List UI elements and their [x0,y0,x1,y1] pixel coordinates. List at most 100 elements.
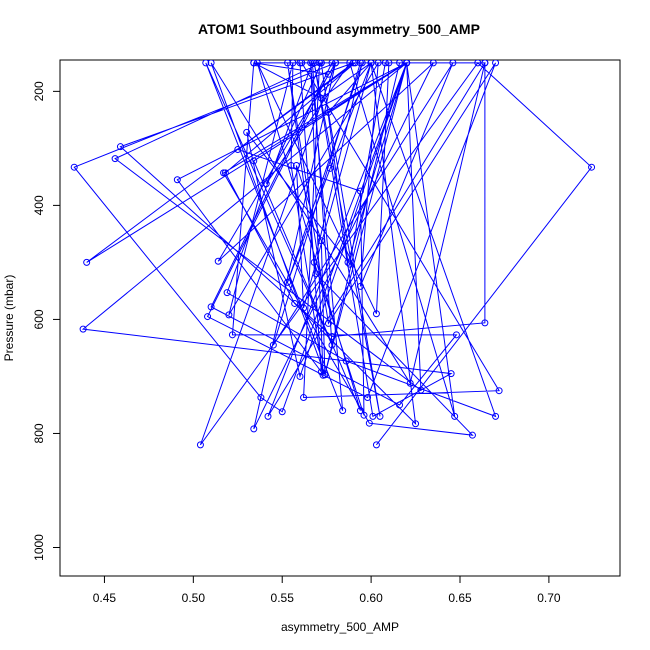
data-point [492,60,500,67]
plot-area [70,60,596,449]
data-point [364,394,372,402]
data-point [173,176,181,184]
data-point [324,70,332,78]
x-tick-label: 0.55 [271,591,295,605]
data-point [284,60,292,67]
data-point [356,282,364,290]
data-point [300,304,308,312]
data-point [79,325,87,333]
y-axis-label: Pressure (mbar) [2,275,16,362]
data-point [202,60,210,67]
data-point [269,341,277,349]
data-point [381,60,389,67]
data-point [300,394,308,402]
y-tick-label: 800 [32,423,46,443]
data-point [417,386,425,394]
data-point [468,431,476,439]
data-point [312,270,320,278]
data-point [111,155,119,163]
data-point [372,441,380,449]
data-point [372,310,380,318]
data-point [310,258,318,266]
data-point [324,108,332,116]
x-tick-label: 0.65 [448,591,472,605]
data-point [292,161,300,169]
data-point [214,257,222,265]
y-tick-label: 600 [32,309,46,329]
data-point [328,341,336,349]
data-point [342,357,350,365]
data-point [449,60,457,67]
data-point [374,60,382,67]
data-point [220,169,228,177]
data-point [317,237,325,245]
data-point [116,143,124,151]
data-point [396,60,404,67]
data-point [250,157,258,165]
data-point [356,60,364,67]
chart-title: ATOM1 Southbound asymmetry_500_AMP [198,21,480,37]
data-point [83,258,91,266]
data-point [291,299,299,307]
series-0 [70,60,596,449]
data-point [385,60,393,67]
y-axis: 200 400 600 800 1000 [32,81,60,561]
data-point [253,60,261,67]
data-point [257,394,265,402]
data-point [228,331,236,339]
x-axis-label: asymmetry_500_AMP [281,620,399,634]
data-point [298,60,306,67]
data-point [296,372,304,380]
data-point [324,319,332,327]
data-point [328,333,336,341]
data-point [264,412,272,420]
data-point [204,313,212,321]
data-point [339,407,347,415]
data-point [344,258,352,266]
y-tick-label: 200 [32,81,46,101]
x-axis: 0.45 0.50 0.55 0.60 0.65 0.70 [93,576,561,605]
data-point [223,289,231,297]
data-point [412,420,420,428]
data-point [328,60,336,67]
data-point [588,163,596,171]
data-point [225,311,233,319]
data-point [403,60,411,67]
data-point [316,60,324,67]
data-point [250,425,258,433]
data-point [429,60,437,67]
data-point [332,60,340,67]
y-tick-label: 1000 [32,534,46,561]
data-point [351,60,359,67]
data-point [474,60,482,67]
data-point [365,419,373,427]
data-point [326,164,334,172]
y-tick-label: 400 [32,195,46,215]
data-point [250,60,258,67]
plot-frame [59,59,621,577]
data-point [369,412,377,420]
data-point [207,303,215,311]
data-point [367,60,375,67]
data-point [481,60,489,67]
data-point [319,371,327,379]
data-point [287,161,295,169]
data-point [278,408,286,416]
data-point [196,441,204,449]
x-tick-label: 0.70 [537,591,561,605]
data-point [396,401,404,409]
data-point [481,319,489,327]
data-point [447,370,455,378]
data-point [234,146,242,154]
data-point [452,331,460,339]
data-point [346,60,354,67]
data-point [262,180,270,188]
data-point [346,260,354,268]
data-point [406,379,414,387]
data-point [308,60,316,67]
data-point [243,128,251,136]
data-point [284,278,292,286]
data-point [360,411,368,419]
data-point [451,412,459,420]
